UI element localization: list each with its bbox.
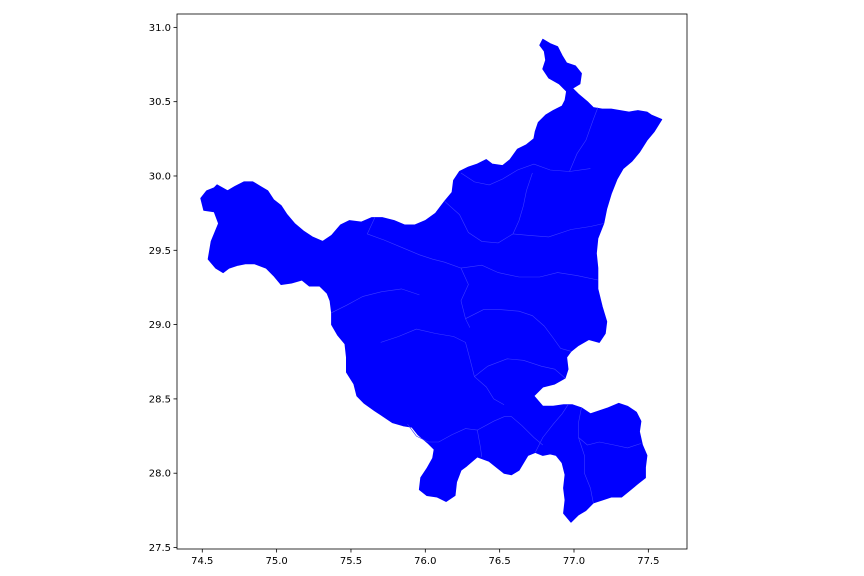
y-tick-label: 30.5 [149, 97, 171, 108]
x-tick-label: 75.5 [340, 556, 362, 567]
district-border-12 [535, 404, 569, 453]
x-tick-label: 74.5 [191, 556, 213, 567]
state-region [200, 38, 663, 523]
y-tick-label: 28.0 [149, 469, 171, 480]
y-tick-label: 31.0 [149, 23, 171, 34]
y-tick-label: 29.5 [149, 246, 171, 257]
district-border-14 [578, 437, 594, 503]
plot-frame [176, 13, 688, 550]
district-border-8 [380, 328, 505, 406]
y-axis: 27.5 28.0 28.5 29.0 29.5 30.0 30.5 31.0 [149, 23, 177, 554]
y-tick-label: 30.0 [149, 171, 171, 182]
district-border-1 [569, 107, 599, 172]
district-border-13 [578, 407, 641, 449]
district-border-4 [366, 217, 471, 328]
district-border-3 [512, 223, 604, 238]
district-border-9 [474, 358, 566, 379]
x-tick-label: 77.0 [563, 556, 585, 567]
district-border-11 [477, 430, 483, 457]
x-axis: 74.5 75.0 75.5 76.0 76.5 77.0 77.5 [191, 549, 659, 567]
district-border-0 [460, 163, 591, 186]
district-border-7 [465, 309, 572, 352]
x-tick-label: 76.5 [489, 556, 511, 567]
district-borders [331, 107, 641, 503]
y-tick-label: 29.0 [149, 320, 171, 331]
y-tick-label: 28.5 [149, 394, 171, 405]
x-tick-label: 76.0 [414, 556, 436, 567]
district-border-2 [444, 172, 533, 244]
x-tick-label: 77.5 [637, 556, 659, 567]
district-border-5 [331, 288, 420, 313]
y-tick-label: 27.5 [149, 543, 171, 554]
x-tick-label: 75.0 [265, 556, 287, 567]
haryana-map [200, 38, 663, 523]
district-border-6 [460, 264, 598, 281]
